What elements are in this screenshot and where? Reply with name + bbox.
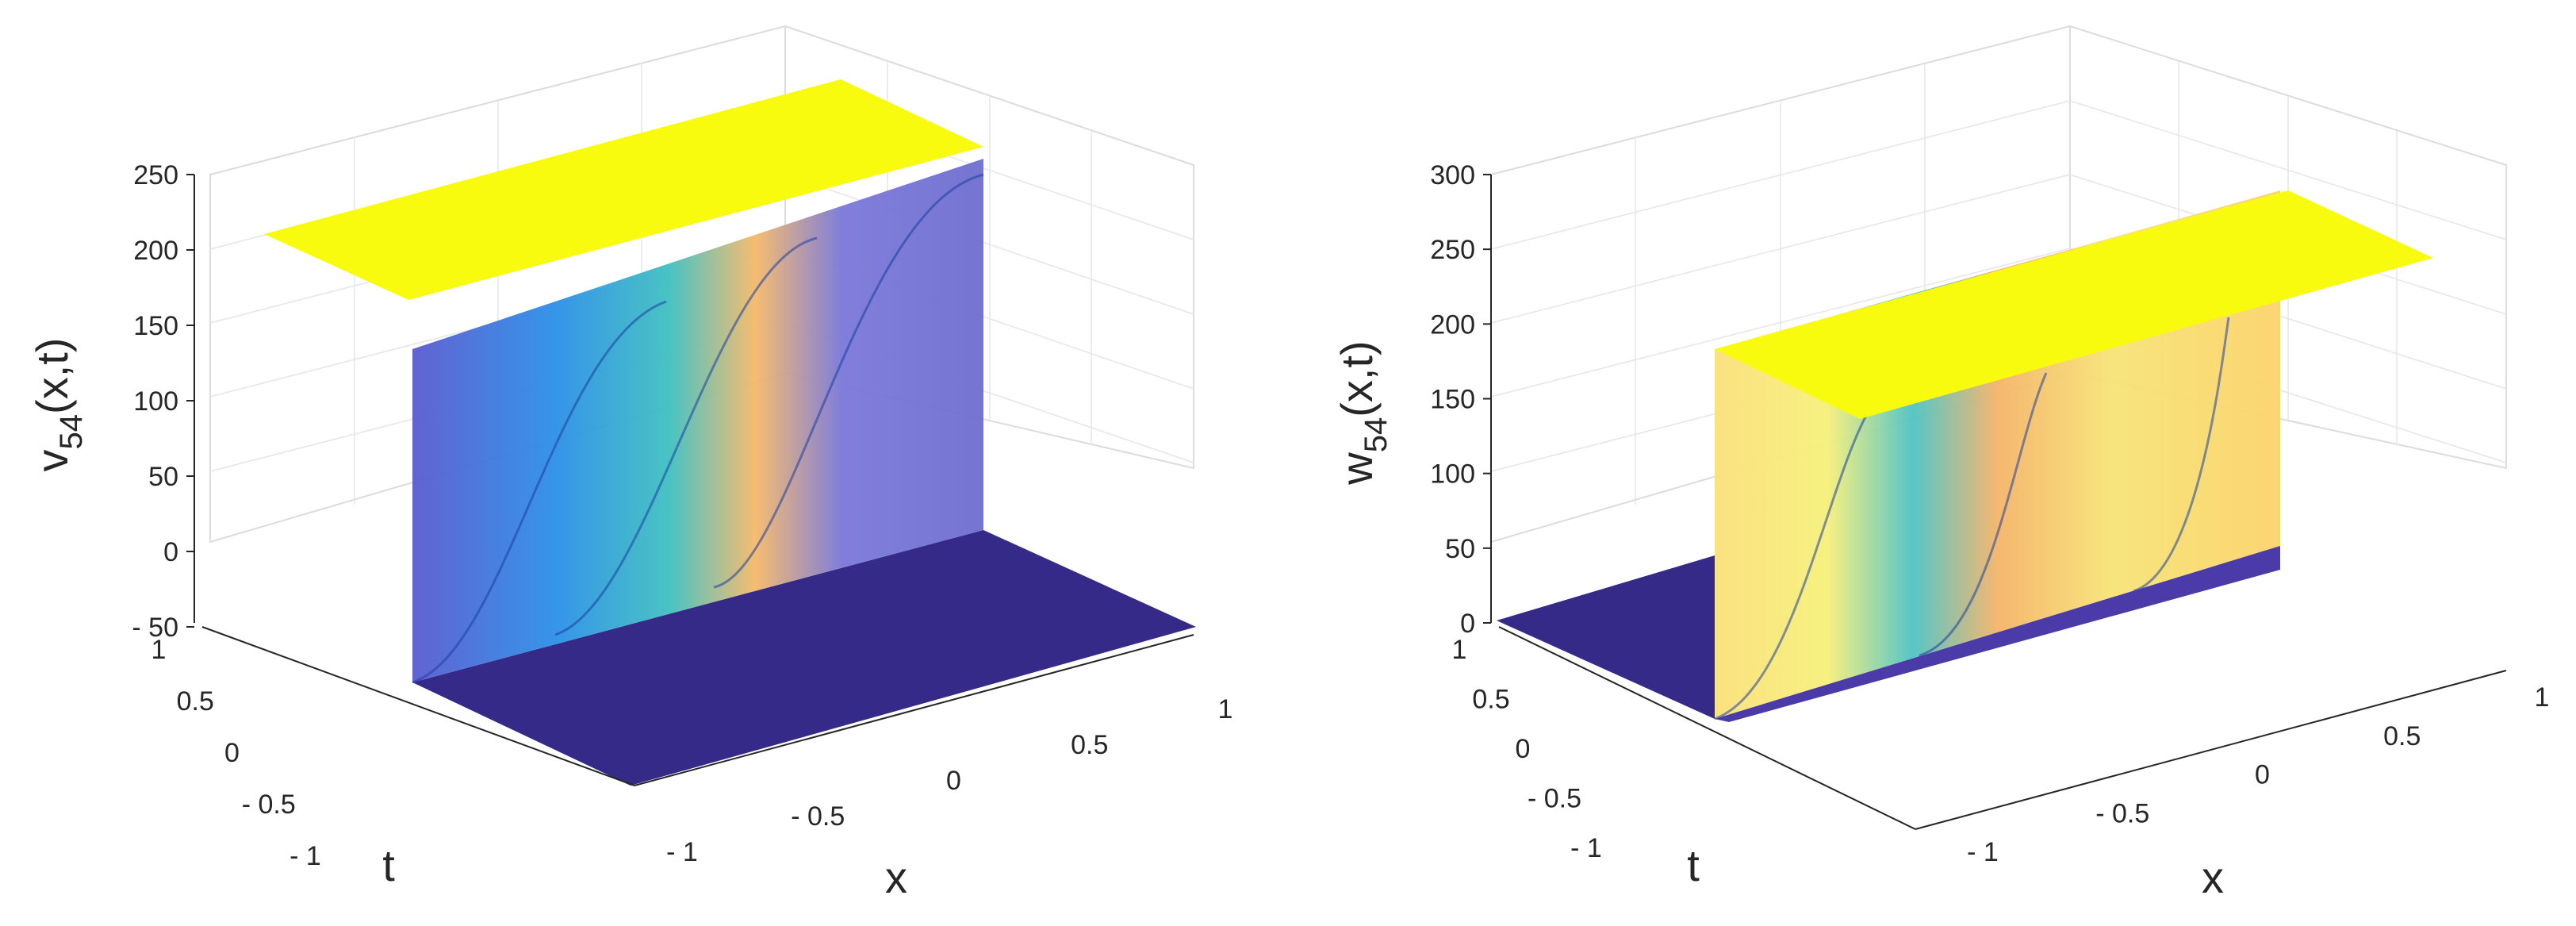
x-tick-labels: - 1 - 0.5 0 0.5 1 — [1967, 682, 2549, 867]
t-tick-labels: - 1 - 0.50 0.5 1 — [151, 635, 321, 871]
x-axis-label: x — [2202, 852, 2224, 902]
z-label-sub: 54 — [1359, 417, 1393, 453]
z-axis-label: v54(x,t) — [27, 338, 89, 472]
z-tick-labels: 0 50 100 150 200 250 300 — [1430, 160, 1475, 639]
z-tick-label: - 50 — [132, 613, 178, 643]
t-tick-label: - 1 — [289, 841, 321, 871]
z-tick-label: 0 — [163, 537, 178, 567]
z-tick-label: 0 — [1460, 609, 1475, 639]
x-tick-label: 1 — [1218, 694, 1233, 724]
x-axis-label: x — [885, 852, 907, 902]
z-label-args: (x,t) — [27, 338, 77, 414]
z-tick-label: 200 — [133, 236, 178, 266]
z-tick-label: 50 — [1445, 534, 1475, 564]
t-tick-label: 0 — [224, 738, 240, 768]
t-tick-label: 1 — [1452, 635, 1467, 665]
x-tick-labels: - 1 - 0.5 0 0.5 1 — [666, 694, 1232, 867]
surface-floor-strip — [1715, 546, 2280, 722]
x-tick-label: 1 — [2535, 682, 2550, 713]
t-axis-label: t — [1687, 840, 1700, 890]
x-tick-label: 0.5 — [2383, 721, 2421, 751]
z-label-args: (x,t) — [1332, 340, 1382, 417]
z-tick-label: 50 — [148, 462, 178, 492]
wall-curves — [412, 173, 984, 684]
x-tick-label: - 0.5 — [791, 801, 845, 832]
t-tick-label: - 0.5 — [242, 790, 296, 820]
t-tick-label: 0.5 — [177, 686, 214, 717]
z-tick-marks — [186, 174, 194, 628]
z-tick-label: 250 — [133, 160, 178, 190]
z-tick-label: 100 — [133, 386, 178, 417]
z-label-base: v — [27, 449, 77, 471]
t-tick-label: 1 — [151, 635, 167, 665]
x-tick-label: 0 — [946, 766, 961, 796]
z-tick-label: 250 — [1430, 235, 1475, 265]
z-tick-label: 150 — [133, 311, 178, 341]
z-tick-labels: - 50 0 50 100 150 200 250 — [132, 160, 178, 643]
surface-plateau — [1715, 190, 2433, 419]
x-tick-label: - 1 — [666, 837, 698, 867]
z-tick-label: 100 — [1430, 459, 1475, 490]
z-tick-label: 150 — [1430, 385, 1475, 415]
z-axis-label: w54(x,t) — [1332, 340, 1393, 485]
t-tick-label: - 1 — [1570, 833, 1602, 863]
x-tick-label: - 1 — [1967, 837, 1999, 867]
surface-floor — [412, 530, 1196, 786]
t-tick-labels: - 1 - 0.5 00.51 — [1452, 635, 1602, 863]
z-tick-marks — [1483, 174, 1491, 624]
z-label-base: w — [1332, 452, 1382, 486]
t-axis-label: t — [382, 840, 395, 890]
t-tick-label: 0.5 — [1472, 685, 1509, 715]
x-tick-label: 0.5 — [1071, 730, 1108, 760]
t-tick-label: 0 — [1516, 734, 1531, 764]
z-tick-label: 200 — [1430, 309, 1475, 340]
surface-wall — [412, 159, 983, 682]
z-label-sub: 54 — [54, 414, 89, 450]
surface-plateau — [264, 79, 983, 300]
x-tick-label: - 0.5 — [2095, 798, 2149, 828]
x-tick-label: 0 — [2255, 760, 2270, 790]
z-tick-label: 300 — [1430, 160, 1475, 190]
t-tick-label: - 0.5 — [1528, 784, 1581, 814]
surface-floor — [1497, 555, 1715, 719]
wall-curves — [1714, 317, 2230, 720]
